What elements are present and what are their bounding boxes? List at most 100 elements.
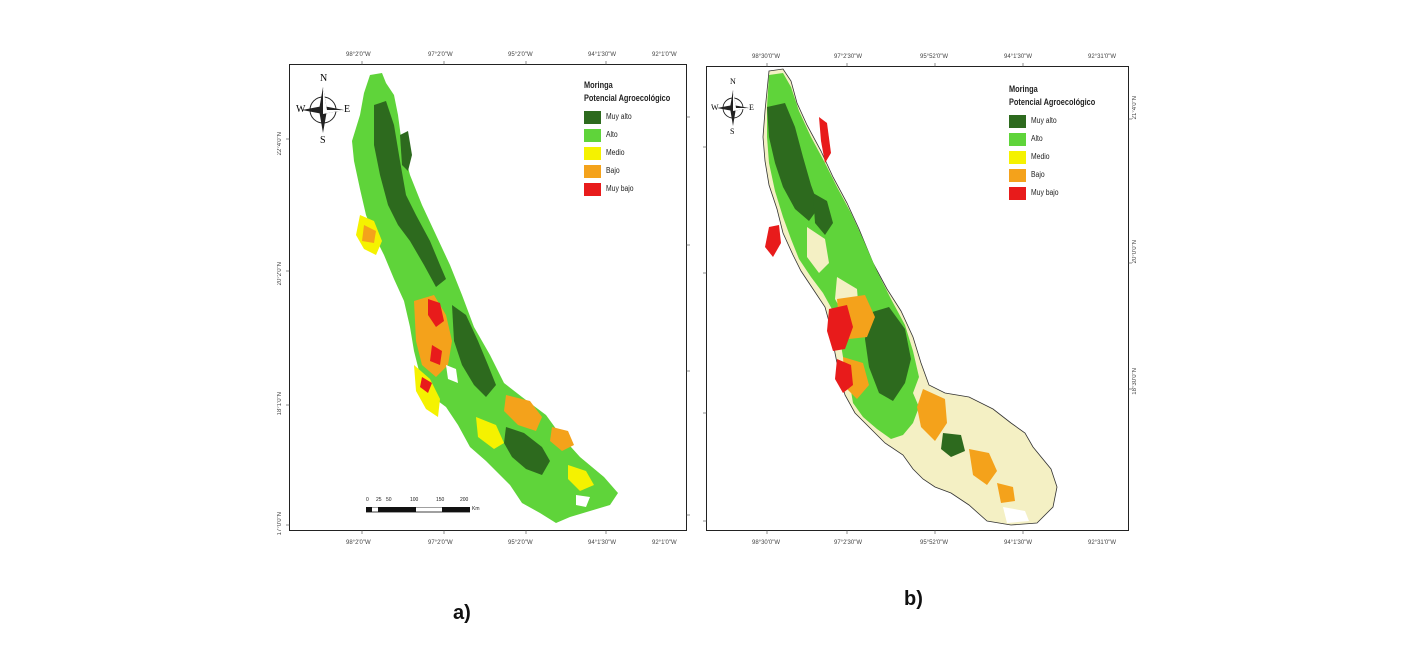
region-muy-bajo: [819, 117, 831, 163]
coord-left: 22°4'0"N: [277, 132, 283, 156]
legend-label: Muy bajo: [606, 184, 634, 193]
compass-rose-icon: [302, 87, 344, 133]
compass-rose: N S E W: [711, 77, 754, 137]
region-muy-bajo: [430, 345, 442, 365]
coord-bottom: 97°2'0"W: [428, 540, 453, 546]
legend-item: Muy bajo: [1009, 185, 1114, 203]
region-muy-alto: [767, 103, 819, 221]
coord-top: 95°2'0"W: [508, 52, 533, 58]
coord-right: 20°0'0"N: [1132, 240, 1138, 264]
region-bajo: [550, 427, 574, 451]
legend-label: Muy alto: [1031, 116, 1057, 125]
legend-item: Medio: [584, 145, 689, 163]
coord-right: 21°4'0"N: [1132, 96, 1138, 120]
coord-top: 94°1'30"W: [588, 52, 617, 58]
legend-label: Muy alto: [606, 112, 632, 121]
scale-tick-label: 200: [460, 497, 469, 503]
coord-bottom: 95°2'0"W: [508, 540, 533, 546]
region-muy-bajo: [420, 377, 432, 393]
compass-rose-icon: [717, 90, 749, 126]
legend-title-line2: Potencial Agroecológico: [1009, 97, 1096, 107]
region-muy-bajo: [765, 225, 781, 257]
region-nodata: [1003, 507, 1029, 523]
region-medio: [476, 417, 504, 449]
legend: Moringa Potencial Agroecológico Muy alto…: [584, 79, 689, 199]
scale-tick-label: 50: [386, 497, 392, 503]
coord-bottom: 97°2'30"W: [834, 540, 863, 546]
map-panel-b: N S E W Moringa Potencial Agroecológico …: [703, 63, 1132, 534]
legend-title-line2: Potencial Agroecológico: [584, 93, 671, 103]
region-bajo: [504, 395, 542, 431]
scale-tick-label: 150: [436, 497, 445, 503]
panel-label-a: a): [453, 602, 471, 624]
compass-s-label: S: [730, 127, 735, 136]
coord-bottom: 94°1'30"W: [1004, 540, 1033, 546]
coord-bottom: 94°1'30"W: [588, 540, 617, 546]
scale-tick-label: 0: [366, 497, 369, 503]
legend-item: Medio: [1009, 149, 1114, 167]
compass-rose: N S E W: [296, 73, 351, 147]
compass-e-label: E: [749, 103, 754, 112]
legend-swatch: [1009, 133, 1026, 146]
region-muy-bajo: [835, 359, 853, 393]
legend-swatch: [1009, 187, 1026, 200]
legend-item: Muy alto: [584, 109, 689, 127]
region-muy-alto: [813, 193, 833, 235]
coord-top: 97°2'0"W: [428, 52, 453, 58]
region-pale: [807, 227, 829, 273]
region-muy-alto: [452, 305, 496, 397]
coord-bottom: 98°30'0"W: [752, 540, 781, 546]
compass-w-label: W: [711, 103, 719, 112]
coord-top: 95°52'0"W: [920, 54, 949, 60]
region-nodata: [576, 495, 590, 507]
coord-top: 97°2'30"W: [834, 54, 863, 60]
graticule-ticks: [703, 63, 1132, 534]
legend-label: Bajo: [1031, 170, 1045, 179]
coord-bottom: 92°31'0"W: [1088, 540, 1117, 546]
legend-swatch: [584, 147, 601, 160]
coord-left: 17°0'0"N: [277, 512, 283, 536]
panel-label-b: b): [904, 588, 923, 610]
coord-top: 92°31'0"W: [1088, 54, 1117, 60]
legend: Moringa Potencial Agroecológico Muy alto…: [1009, 83, 1114, 203]
legend-label: Bajo: [606, 166, 620, 175]
legend-item: Bajo: [1009, 167, 1114, 185]
scale-tick-label: 25: [376, 497, 382, 503]
region-muy-alto: [504, 427, 550, 475]
region-muy-bajo: [428, 299, 444, 327]
legend-label: Muy bajo: [1031, 188, 1059, 197]
legend-swatch: [584, 111, 601, 124]
legend-item: Muy alto: [1009, 113, 1114, 131]
scale-bar: 0 25 50 100 150 200 Km: [366, 497, 482, 517]
region-nodata: [446, 365, 458, 383]
legend-swatch: [1009, 169, 1026, 182]
coord-top: 98°2'0"W: [346, 52, 371, 58]
coord-left: 20°2'0"N: [277, 262, 283, 286]
map-a-territory: [286, 61, 690, 534]
coord-bottom: 98°2'0"W: [346, 540, 371, 546]
compass-e-label: E: [344, 104, 351, 115]
compass-w-label: W: [296, 104, 306, 115]
legend-title-line1: Moringa: [584, 80, 613, 90]
compass-n-label: N: [730, 77, 736, 86]
region-muy-alto: [865, 307, 911, 401]
region-muy-alto: [400, 131, 412, 171]
coord-right: 18°30'0"N: [1132, 368, 1138, 395]
scale-bar-graphic: [366, 507, 470, 513]
legend-label: Alto: [1031, 134, 1043, 143]
region-bajo: [917, 389, 947, 441]
legend-title-line1: Moringa: [1009, 84, 1038, 94]
region-muy-alto: [941, 433, 965, 457]
region-bajo: [997, 483, 1015, 503]
legend-label: Alto: [606, 130, 618, 139]
graticule-ticks: [286, 61, 690, 534]
legend-item: Alto: [584, 127, 689, 145]
legend-item: Bajo: [584, 163, 689, 181]
coord-bottom: 92°1'0"W: [652, 540, 677, 546]
legend-swatch: [584, 183, 601, 196]
region-bajo: [362, 225, 376, 243]
compass-s-label: S: [320, 135, 326, 146]
legend-label: Medio: [1031, 152, 1050, 161]
region-muy-bajo: [827, 305, 853, 351]
coord-top: 98°30'0"W: [752, 54, 781, 60]
